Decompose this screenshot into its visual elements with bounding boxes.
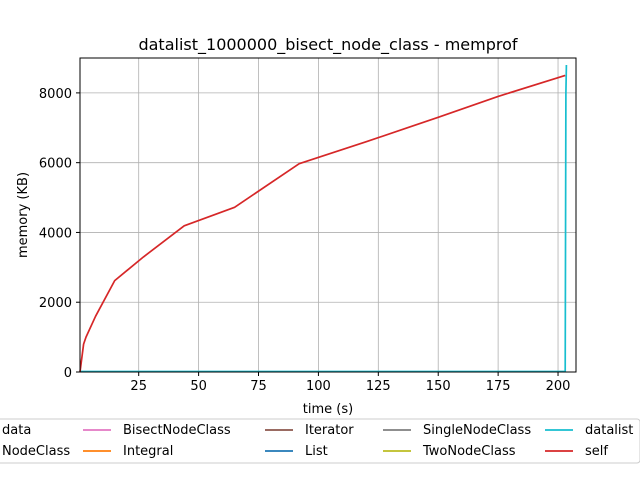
y-axis-label: memory (KB): [16, 172, 31, 258]
legend-label: Iterator: [305, 423, 354, 438]
legend: data NodeClass BisectNodeClass Integral Iter…: [2, 423, 633, 459]
y-tick-label: 6000: [39, 157, 72, 172]
y-tick-label: 4000: [39, 226, 72, 241]
x-tick-label: 200: [546, 379, 571, 394]
x-tick-label: 50: [190, 379, 207, 394]
y-tick-label: 8000: [39, 87, 72, 102]
legend-label: SingleNodeClass: [423, 423, 531, 438]
legend-box: [0, 418, 640, 464]
grid: [80, 58, 576, 373]
plot-frame: [79, 57, 577, 373]
x-tick-label: 75: [250, 379, 267, 394]
chart-title: datalist_1000000_bisect_node_class - mem…: [138, 35, 517, 55]
y-tick-label: 2000: [39, 296, 72, 311]
legend-label: List: [305, 444, 328, 459]
legend-label: data: [2, 423, 31, 438]
x-tick-label: 25: [130, 379, 147, 394]
series-lines: [79, 64, 568, 373]
series-line-datalist: [80, 64, 568, 373]
legend-label: datalist: [585, 423, 633, 438]
x-tick-label: 125: [366, 379, 391, 394]
x-tick-label: 150: [426, 379, 451, 394]
legend-label: NodeClass: [2, 444, 70, 459]
legend-label: self: [585, 444, 608, 459]
x-tick-label: 100: [306, 379, 331, 394]
y-tick-label: 0: [64, 366, 72, 381]
legend-label: BisectNodeClass: [123, 423, 231, 438]
x-axis-label: time (s): [303, 402, 353, 417]
series-line-self: [79, 74, 566, 373]
legend-label: TwoNodeClass: [422, 444, 516, 459]
legend-label: Integral: [123, 444, 173, 459]
x-tick-label: 175: [486, 379, 511, 394]
